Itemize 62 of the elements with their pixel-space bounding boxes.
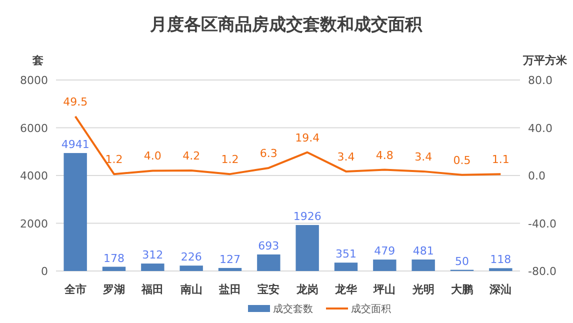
x-tick-label: 南山 — [179, 283, 202, 296]
bar — [373, 260, 396, 271]
data-label: 19.4 — [295, 131, 320, 144]
data-label: 49.5 — [63, 95, 88, 108]
data-label: 118 — [490, 253, 512, 266]
x-tick-label: 全市 — [63, 283, 86, 296]
x-tick-label: 罗湖 — [102, 283, 125, 296]
data-label: 479 — [374, 244, 396, 258]
data-label: 4.8 — [376, 148, 394, 162]
data-label: 1.1 — [492, 153, 510, 166]
x-tick-label: 龙岗 — [295, 283, 318, 296]
data-label: 3.4 — [414, 150, 432, 164]
x-tick-label: 坪山 — [372, 283, 396, 296]
y-tick-label: 4000 — [20, 170, 48, 182]
data-label: 693 — [258, 239, 280, 252]
y-tick-label: 2000 — [20, 217, 48, 230]
y-tick-label: 8000 — [20, 74, 48, 87]
legend-label: 成交面积 — [351, 303, 391, 315]
data-label: 127 — [220, 252, 240, 266]
x-tick-label: 宝安 — [258, 283, 280, 296]
data-label: 312 — [142, 248, 164, 262]
data-label: 4941 — [61, 138, 90, 152]
data-label: 481 — [412, 244, 434, 258]
bar — [489, 268, 512, 271]
bar — [180, 266, 203, 271]
y2-tick-label: -40.0 — [528, 217, 556, 230]
y2-axis-title: 万平方米 — [522, 54, 568, 67]
data-label: 351 — [336, 248, 356, 261]
bar — [296, 225, 319, 271]
x-tick-label: 福田 — [140, 283, 164, 296]
x-tick-label: 光明 — [411, 283, 434, 296]
y2-tick-label: 40.0 — [528, 122, 552, 135]
x-tick-label: 盐田 — [218, 283, 241, 296]
data-label: 1.2 — [105, 153, 123, 166]
y2-tick-label: 0.0 — [528, 170, 546, 182]
data-label: 4.2 — [182, 149, 200, 162]
data-label: 50 — [455, 254, 469, 268]
bar — [102, 266, 126, 271]
bar — [64, 153, 87, 271]
data-label: 4.0 — [144, 150, 162, 163]
data-label: 3.4 — [337, 150, 355, 164]
data-label: 178 — [104, 252, 124, 265]
x-tick-label: 深汕 — [488, 283, 512, 296]
data-label: 0.5 — [453, 154, 471, 167]
x-tick-label: 龙华 — [334, 283, 358, 296]
y2-tick-label: -80.0 — [528, 265, 556, 278]
bar — [257, 254, 280, 271]
y-tick-label: 0 — [41, 265, 48, 278]
legend-label: 成交套数 — [273, 303, 313, 315]
y2-tick-label: 80.0 — [528, 74, 552, 87]
bar — [412, 260, 435, 271]
x-tick-label: 大鹏 — [451, 283, 473, 296]
y-tick-label: 6000 — [20, 122, 48, 135]
data-label: 226 — [180, 250, 202, 264]
bar — [334, 262, 358, 271]
bar — [218, 268, 242, 271]
bar — [141, 264, 164, 271]
data-label: 1926 — [293, 210, 322, 224]
data-label: 6.3 — [260, 146, 278, 160]
data-label: 1.2 — [221, 153, 239, 166]
chart-title: 月度各区商品房成交套数和成交面积 — [149, 15, 423, 35]
y-axis-title: 套 — [32, 54, 44, 67]
